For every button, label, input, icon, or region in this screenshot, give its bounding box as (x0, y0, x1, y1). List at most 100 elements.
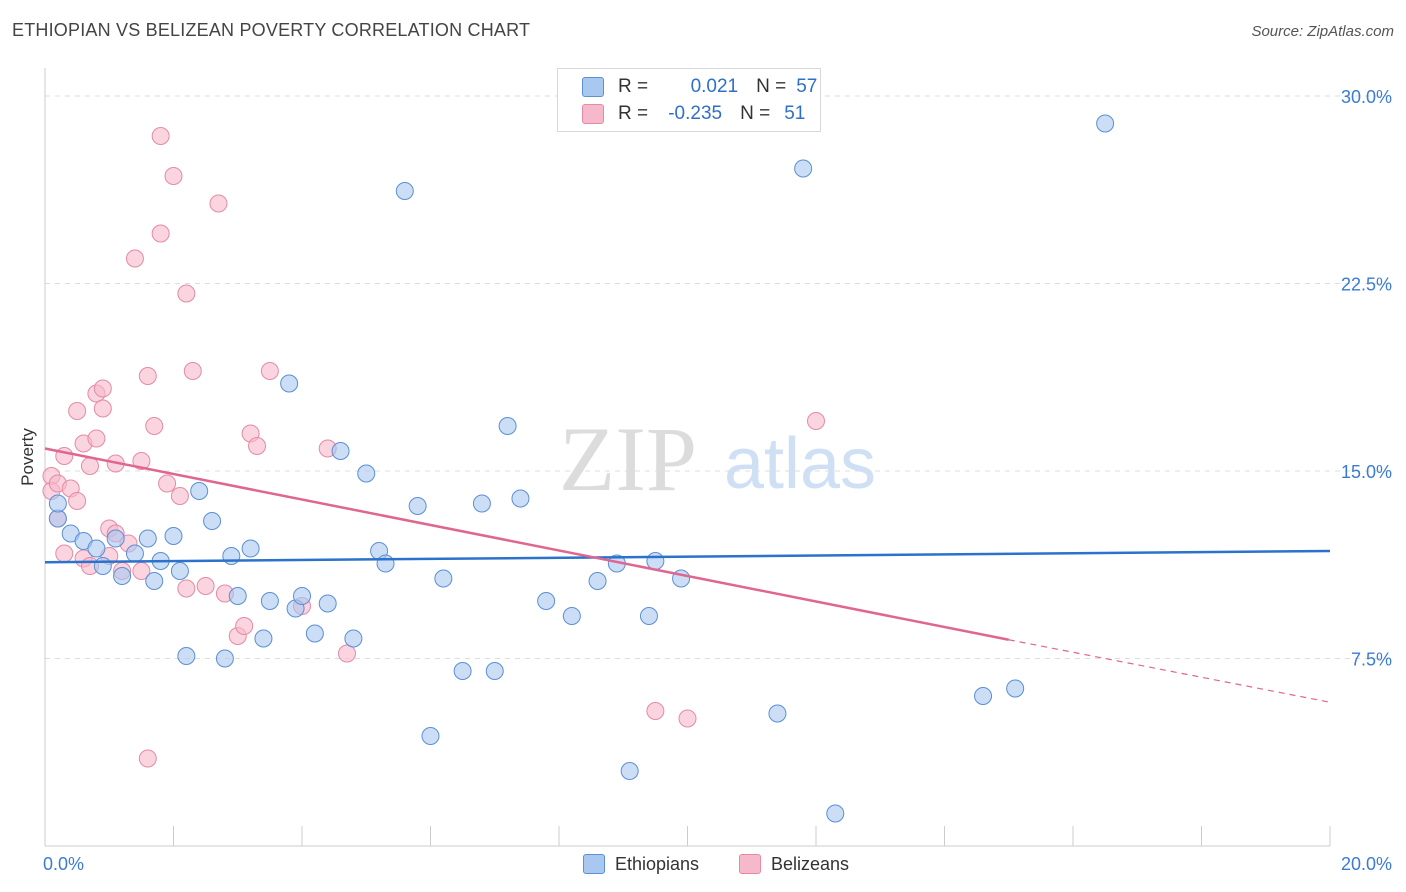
ethiopian-point (93, 557, 112, 575)
belizean-point (177, 284, 196, 303)
belizean-point (235, 617, 254, 635)
belizean-point (209, 194, 228, 213)
ethiopian-point (357, 464, 376, 483)
ethiopian-point (1096, 114, 1115, 133)
belizean-trend-line (44, 447, 1009, 641)
ethiopian-point (794, 159, 813, 178)
ethiopian-point (228, 587, 247, 605)
belizean-point (138, 367, 157, 385)
chart-source: Source: ZipAtlas.com (1251, 23, 1394, 40)
belizean-point (646, 702, 665, 720)
legend-swatch-pink (582, 104, 604, 124)
ethiopian-point (48, 509, 67, 528)
trend-lines (44, 447, 1331, 703)
bottom-legend-belizeans: Belizeans (739, 852, 849, 876)
ethiopian-point (170, 562, 189, 580)
y-tick-label: 7.5% (1351, 650, 1392, 670)
ethiopian-point (434, 569, 453, 588)
chart-title: ETHIOPIAN VS BELIZEAN POVERTY CORRELATIO… (12, 20, 531, 40)
belizean-point (68, 492, 87, 510)
legend-n-label: N = (756, 76, 787, 97)
axes (44, 68, 1331, 847)
ethiopian-point (453, 662, 472, 680)
ethiopian-point (646, 552, 665, 570)
legend-row-ethiopians: R = 0.021 N = 57 (582, 74, 817, 100)
ethiopian-point (215, 649, 234, 668)
ethiopian-point (562, 607, 581, 625)
belizean-point (125, 249, 144, 268)
belizean-point (248, 437, 267, 455)
ethiopian-point (344, 629, 363, 648)
belizean-point (196, 577, 215, 595)
ethiopian-point (318, 594, 337, 613)
belizean-point (80, 457, 99, 475)
belizean-trend-extension (1008, 639, 1331, 703)
stats-legend: R = 0.021 N = 57 R = -0.235 N = 51 (557, 68, 821, 132)
legend-n-value: 57 (796, 76, 818, 97)
ethiopian-point (125, 544, 144, 563)
x-tick-label: 0.0% (43, 854, 84, 874)
y-tick-label: 30.0% (1341, 87, 1392, 107)
ethiopian-point (620, 762, 639, 780)
x-tick-label: 20.0% (1341, 854, 1392, 874)
ethiopian-point (588, 572, 607, 590)
ethiopian-point (395, 182, 414, 200)
belizean-point (151, 224, 170, 243)
legend-r-value: -0.235 (668, 103, 723, 124)
ethiopian-point (408, 497, 427, 515)
belizean-point (177, 579, 196, 598)
tick-labels: 7.5% 15.0% 22.5% 30.0% 0.0% 20.0% (43, 87, 1392, 874)
bottom-legend-label: Ethiopians (615, 853, 700, 874)
legend-r-label: R = (618, 76, 649, 97)
belizean-point (68, 402, 87, 420)
bottom-legend-swatch-pink (739, 854, 761, 874)
legend-n-label: N = (740, 103, 771, 124)
belizean-point (138, 749, 157, 768)
belizean-point (260, 362, 279, 380)
y-tick-label: 22.5% (1341, 275, 1392, 295)
ethiopian-point (498, 417, 517, 435)
legend-row-belizeans: R = -0.235 N = 51 (582, 101, 805, 127)
ethiopian-point (106, 529, 125, 548)
grid-lines (45, 95, 1392, 659)
belizean-point (678, 709, 697, 728)
legend-r-label: R = (618, 103, 649, 124)
bottom-legend-swatch-blue (583, 854, 605, 874)
belizean-point (170, 487, 189, 505)
belizean-point (158, 474, 177, 493)
ethiopian-point (511, 489, 530, 508)
ethiopian-point (145, 572, 164, 590)
bottom-legend-label: Belizeans (771, 853, 850, 874)
ethiopian-point (222, 547, 241, 565)
legend-swatch-blue (582, 77, 604, 97)
ethiopian-point (305, 624, 324, 643)
ethiopian-point (48, 494, 67, 513)
ethiopian-point (203, 512, 222, 530)
ethiopian-point (485, 662, 504, 680)
ethiopian-point (639, 607, 658, 625)
ethiopian-point (177, 647, 196, 665)
belizean-point (93, 379, 112, 398)
ethiopian-point (164, 527, 183, 545)
belizean-point (132, 452, 151, 470)
ethiopian-point (376, 554, 395, 573)
data-points (42, 114, 1115, 823)
ethiopian-point (190, 482, 209, 500)
belizean-point (87, 429, 106, 448)
bottom-legend-ethiopians: Ethiopians (583, 852, 699, 876)
ethiopian-point (113, 567, 132, 585)
ethiopian-point (138, 529, 157, 548)
ethiopian-point (421, 727, 440, 745)
ethiopian-point (472, 494, 491, 513)
watermark-zip: ZIP (559, 408, 697, 510)
belizean-point (807, 412, 825, 430)
legend-n-value: 51 (784, 103, 806, 124)
belizean-point (183, 362, 202, 380)
ethiopian-point (1006, 679, 1025, 698)
ethiopian-point (768, 704, 787, 723)
belizean-point (145, 417, 164, 435)
ethiopian-point (280, 374, 299, 393)
belizean-point (164, 167, 183, 185)
belizean-point (337, 644, 356, 663)
